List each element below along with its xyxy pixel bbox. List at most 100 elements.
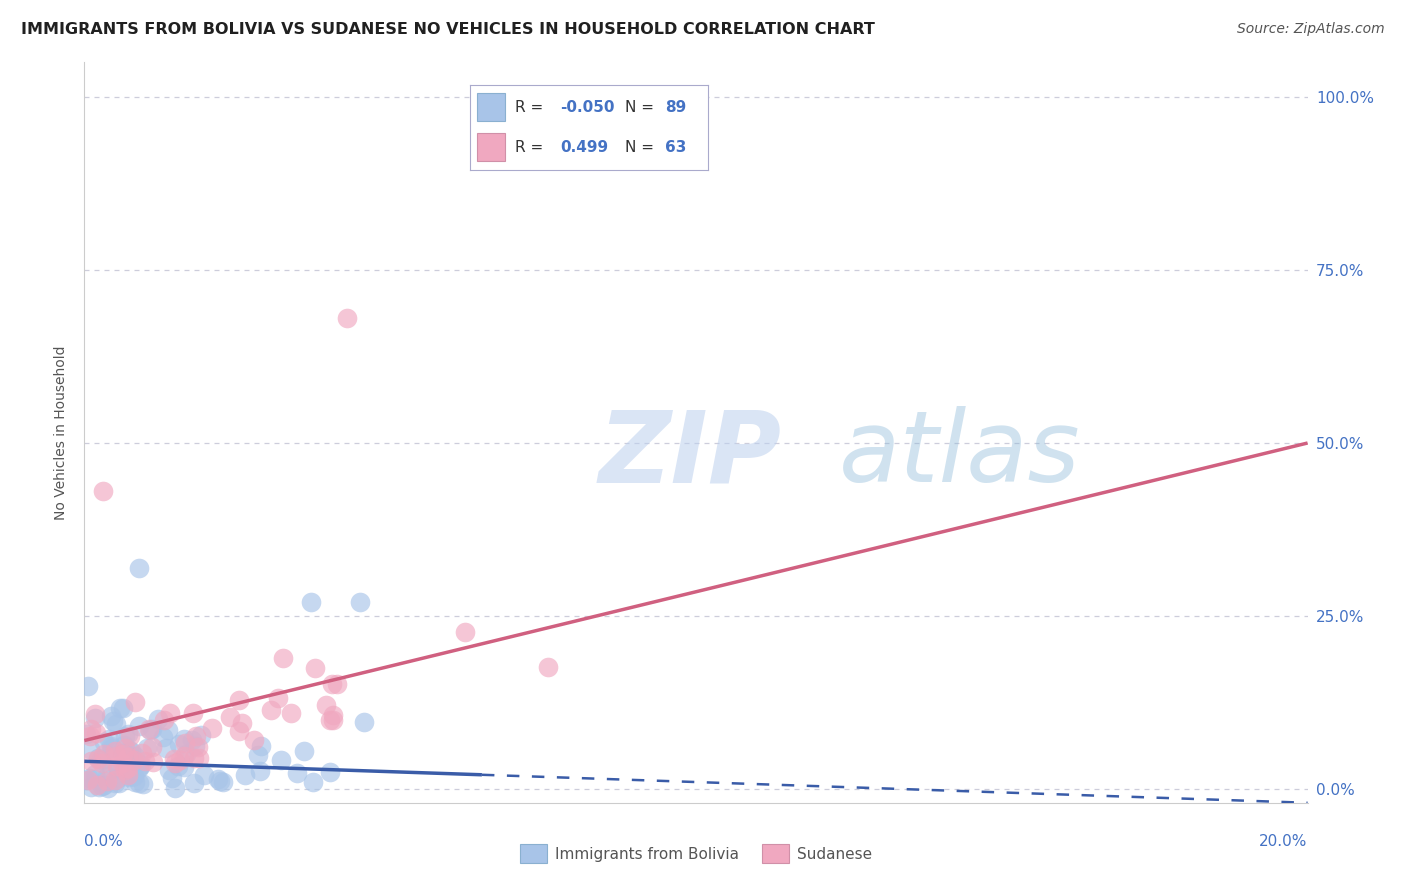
Point — [117, 768, 139, 782]
Point — [87, 752, 110, 766]
Point — [166, 759, 188, 773]
Point — [134, 755, 156, 769]
Point — [91, 484, 114, 499]
Point — [96, 769, 118, 783]
Point — [319, 713, 342, 727]
Point — [79, 771, 101, 785]
Point — [112, 746, 135, 760]
Point — [114, 762, 136, 776]
Point — [159, 706, 181, 720]
Point — [152, 713, 174, 727]
Point — [304, 661, 326, 675]
Point — [83, 772, 105, 786]
Point — [218, 710, 240, 724]
Text: atlas: atlas — [839, 407, 1081, 503]
Point — [326, 677, 349, 691]
Point — [108, 701, 131, 715]
Point — [107, 762, 129, 776]
Point — [117, 727, 139, 741]
Point — [84, 726, 107, 740]
Point — [124, 695, 146, 709]
Point — [163, 752, 186, 766]
Point — [228, 693, 250, 707]
Point — [120, 768, 142, 782]
Point — [87, 780, 110, 795]
Point — [157, 763, 180, 777]
Point — [139, 723, 162, 737]
Point — [104, 744, 127, 758]
Point — [90, 753, 112, 767]
Text: Source: ZipAtlas.com: Source: ZipAtlas.com — [1237, 22, 1385, 37]
Text: 0.0%: 0.0% — [84, 834, 124, 849]
Point — [107, 776, 129, 790]
Point — [111, 756, 134, 770]
Point — [100, 762, 122, 776]
Point — [91, 779, 114, 793]
Point — [84, 711, 107, 725]
Point — [141, 723, 163, 737]
Point — [105, 759, 128, 773]
Point — [187, 751, 209, 765]
Point — [128, 760, 150, 774]
Point — [100, 739, 122, 753]
Point — [187, 739, 209, 754]
Point — [77, 773, 100, 788]
Point — [211, 774, 233, 789]
Legend: Immigrants from Bolivia, Sudanese: Immigrants from Bolivia, Sudanese — [513, 838, 879, 869]
Point — [84, 706, 107, 721]
Point — [173, 736, 195, 750]
Point — [169, 753, 191, 767]
Point — [247, 747, 270, 762]
Point — [173, 731, 195, 746]
Point — [148, 712, 170, 726]
Point — [112, 739, 135, 753]
Point — [83, 767, 105, 781]
Point — [117, 743, 139, 757]
Point — [107, 771, 129, 785]
Point — [129, 757, 152, 772]
Point — [294, 744, 316, 758]
Point — [208, 773, 231, 788]
Point — [336, 311, 359, 326]
Point — [104, 749, 127, 764]
Point — [79, 729, 101, 743]
Point — [183, 776, 205, 790]
Point — [101, 741, 124, 756]
Point — [349, 595, 371, 609]
Point — [118, 770, 141, 784]
Point — [104, 776, 127, 790]
Text: ZIP: ZIP — [598, 407, 782, 503]
Point — [173, 748, 195, 763]
Point — [117, 749, 139, 764]
Point — [353, 714, 375, 729]
Point — [270, 753, 292, 767]
Point — [124, 748, 146, 763]
Point — [228, 723, 250, 738]
Point — [184, 729, 207, 743]
Point — [118, 729, 141, 743]
Point — [118, 756, 141, 771]
Point — [114, 740, 136, 755]
Point — [117, 748, 139, 763]
Point — [101, 714, 124, 728]
Point — [142, 755, 165, 769]
Point — [322, 713, 344, 727]
Point — [77, 679, 100, 693]
Y-axis label: No Vehicles in Household: No Vehicles in Household — [55, 345, 69, 520]
Point — [75, 772, 97, 787]
Point — [160, 771, 183, 785]
Point — [128, 776, 150, 790]
Point — [120, 744, 142, 758]
Text: 20.0%: 20.0% — [1260, 834, 1308, 849]
Point — [131, 747, 153, 761]
Point — [249, 764, 271, 778]
Point — [122, 754, 145, 768]
Point — [132, 777, 155, 791]
Point — [122, 769, 145, 783]
Point — [112, 701, 135, 715]
Point — [207, 772, 229, 786]
Point — [155, 741, 177, 756]
Point — [128, 718, 150, 732]
Point — [180, 733, 202, 747]
Point — [93, 735, 115, 749]
